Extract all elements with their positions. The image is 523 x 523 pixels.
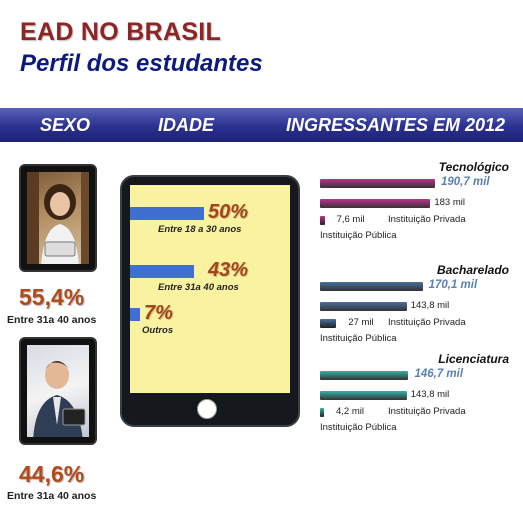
privada-label: Instituição Privada: [388, 214, 466, 225]
section-header-bar: SEXO IDADE INGRESSANTES EM 2012: [0, 108, 523, 142]
age-category-label: Entre 31a 40 anos: [158, 282, 239, 293]
publica-bar: [320, 408, 324, 417]
privada-value-label: 143,8 mil: [410, 389, 450, 400]
total-value-label: 146,7 mil: [414, 368, 464, 380]
age-percent-label: 50%: [208, 201, 249, 223]
total-value-label: 170,1 mil: [428, 279, 478, 291]
tablet-screen: 50% Entre 18 a 30 anos 43% Entre 31a 40 …: [130, 185, 290, 393]
publica-bar: [320, 319, 337, 328]
total-bar: [320, 371, 409, 380]
category-title: Licenciatura: [438, 352, 509, 366]
publica-value-label: 4,2 mil: [336, 406, 364, 417]
page-subtitle: Perfil dos estudantes: [20, 50, 263, 77]
male-student-illustration: [33, 361, 86, 437]
privada-label: Instituição Privada: [388, 406, 466, 417]
male-percent: 44,6%: [19, 461, 85, 487]
age-percent-label: 7%: [144, 302, 173, 324]
male-age-note: Entre 31a 40 anos: [7, 490, 97, 502]
tablet-home-button: [197, 399, 217, 419]
page-title: EAD NO BRASIL: [20, 18, 222, 46]
publica-label: Instituição Pública: [320, 230, 397, 241]
category-title: Tecnológico: [438, 160, 509, 174]
privada-value-label: 183 mil: [434, 197, 465, 208]
privada-label: Instituição Privada: [388, 317, 466, 328]
female-student-photo: [19, 164, 97, 272]
privada-value-label: 143,8 mil: [410, 300, 450, 311]
section-sexo-label: SEXO: [40, 115, 91, 135]
publica-label: Instituição Pública: [320, 333, 397, 344]
category-title: Bacharelado: [436, 263, 509, 277]
female-percent: 55,4%: [19, 284, 85, 310]
publica-label: Instituição Pública: [320, 422, 397, 433]
male-student-photo: [19, 337, 97, 445]
total-value-label: 190,7 mil: [441, 176, 490, 188]
tablet-frame: 50% Entre 18 a 30 anos 43% Entre 31a 40 …: [120, 175, 300, 427]
female-age-note: Entre 31a 40 anos: [7, 314, 97, 326]
age-bar: [130, 265, 194, 278]
privada-bar: [320, 391, 407, 400]
age-percent-label: 43%: [208, 259, 249, 281]
age-bar: [130, 207, 204, 220]
total-bar: [320, 282, 423, 291]
total-bar: [320, 179, 435, 188]
age-bar: [130, 308, 141, 321]
privada-bar: [320, 199, 431, 208]
publica-bar: [320, 216, 325, 225]
section-idade-label: IDADE: [158, 115, 215, 135]
privada-bar: [320, 302, 407, 311]
age-category-label: Entre 18 a 30 anos: [158, 224, 242, 235]
age-category-label: Outros: [142, 325, 174, 336]
female-student-illustration: [27, 172, 89, 264]
section-ingressantes-label: INGRESSANTES EM 2012: [286, 115, 506, 135]
publica-value-label: 27 mil: [348, 317, 374, 328]
publica-value-label: 7,6 mil: [336, 214, 365, 225]
